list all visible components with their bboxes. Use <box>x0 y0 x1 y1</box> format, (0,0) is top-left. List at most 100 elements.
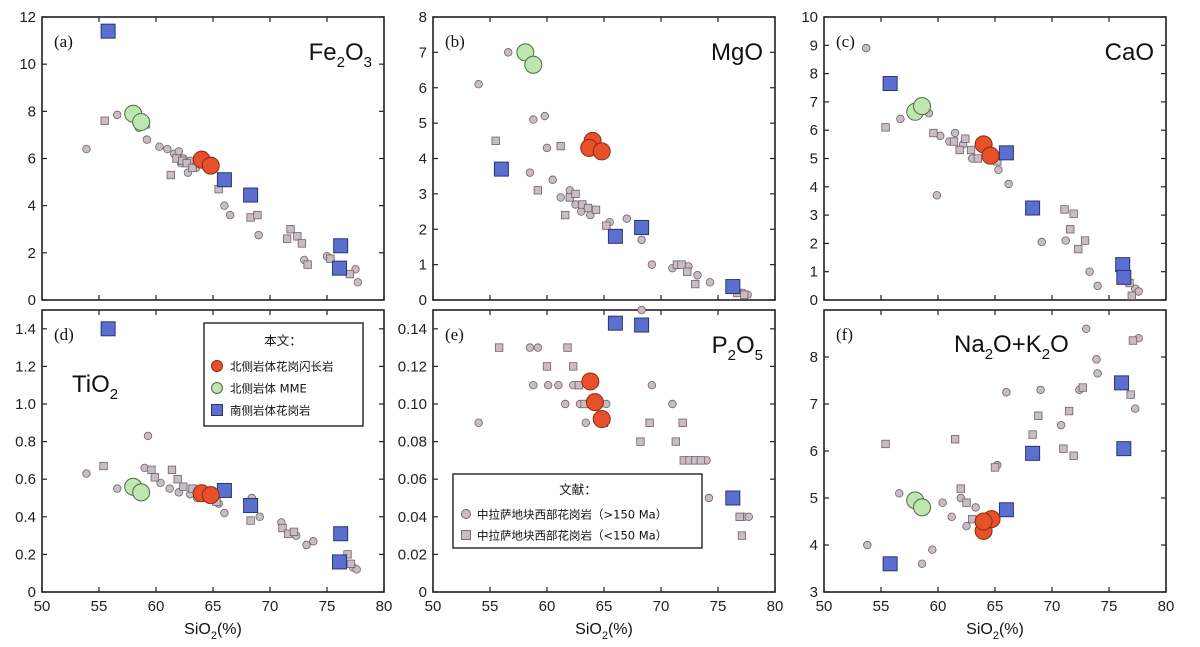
data-point-gray-square <box>1126 390 1135 399</box>
data-point-gray-circle <box>950 128 960 138</box>
x-axis-label: SiO2(%) <box>966 621 1024 642</box>
data-point-gray-circle <box>529 115 538 124</box>
data-point-gray-circle <box>554 381 563 390</box>
data-point-gray-circle <box>1037 237 1046 247</box>
data-point-gray-square <box>297 239 307 248</box>
legend-title: 本文： <box>264 333 302 348</box>
data-point-gray-circle <box>571 200 580 209</box>
y-tick-label: 1 <box>419 257 427 274</box>
data-point-gray-circle <box>863 540 872 550</box>
data-point-gray-square <box>735 512 744 521</box>
y-tick-label: 4 <box>810 537 818 554</box>
data-point-blue-square <box>100 321 116 337</box>
data-point-blue-square <box>1025 200 1041 216</box>
data-point-blue-square <box>1025 445 1041 461</box>
y-tick-label: 3 <box>810 207 818 224</box>
y-tick-label: 12 <box>19 9 36 26</box>
data-point-gray-square <box>253 210 262 220</box>
data-point-green-circle <box>132 112 151 131</box>
data-point-gray-square <box>583 203 593 213</box>
data-point-gray-square <box>167 465 177 474</box>
data-point-gray-square <box>569 362 578 371</box>
data-point-red-circle <box>581 372 600 391</box>
panel-label: (d) <box>54 325 74 344</box>
data-point-gray-circle <box>525 168 535 177</box>
data-point-red-circle <box>592 142 611 161</box>
y-tick-label: 0.6 <box>15 471 36 488</box>
y-tick-label: 7 <box>810 396 818 413</box>
data-point-gray-circle <box>705 278 715 287</box>
y-tick-label: 2 <box>810 235 818 252</box>
data-point-gray-circle <box>1036 385 1045 395</box>
data-point-blue-square <box>332 554 348 570</box>
data-point-gray-square <box>1128 336 1138 345</box>
y-tick-label: 9 <box>810 37 818 54</box>
data-point-gray-square <box>173 475 182 484</box>
data-point-gray-square <box>100 116 109 125</box>
data-point-gray-square <box>561 210 570 220</box>
data-point-gray-square <box>740 290 749 299</box>
legend-box <box>452 473 703 549</box>
data-point-blue-square <box>607 315 623 331</box>
data-point-gray-square <box>949 137 959 146</box>
data-point-blue-square <box>243 498 259 514</box>
x-tick-label: 65 <box>987 598 1004 615</box>
data-point-blue-square <box>243 187 259 203</box>
y-tick-label: 7 <box>810 94 818 111</box>
y-tick-label: 0 <box>419 584 427 601</box>
y-tick-label: 10 <box>801 9 818 26</box>
panel-label: (c) <box>836 32 855 51</box>
x-tick-label: 75 <box>710 598 727 615</box>
data-point-blue-square <box>634 317 650 333</box>
data-point-gray-circle <box>556 193 565 202</box>
data-point-green-circle <box>913 97 932 116</box>
data-point-gray-square <box>1064 406 1074 416</box>
x-axis-label: SiO2(%) <box>575 621 633 642</box>
data-point-gray-circle <box>113 484 122 493</box>
data-point-gray-circle <box>971 503 980 512</box>
data-point-gray-circle <box>936 131 945 141</box>
data-point-gray-square <box>956 484 965 493</box>
data-point-gray-square <box>691 279 700 289</box>
x-tick-label: 50 <box>816 598 833 615</box>
y-tick-label: 8 <box>419 9 427 26</box>
x-tick-label: 75 <box>319 598 336 615</box>
data-point-gray-square <box>1034 411 1043 420</box>
data-point-blue-square <box>998 145 1014 161</box>
data-point-gray-square <box>293 232 302 241</box>
data-point-red-circle <box>592 410 611 429</box>
data-point-gray-circle <box>1092 355 1101 364</box>
data-point-gray-square <box>345 269 354 279</box>
data-point-blue-square <box>882 76 898 92</box>
x-tick-label: 50 <box>34 598 51 615</box>
x-axis-label: SiO2(%) <box>184 621 242 642</box>
data-point-red-circle <box>585 393 604 412</box>
data-point-gray-circle <box>647 381 657 390</box>
data-point-gray-circle <box>220 201 229 210</box>
y-tick-label: 6 <box>419 80 427 97</box>
data-point-gray-square <box>602 221 611 230</box>
data-point-gray-square <box>881 439 890 449</box>
data-point-blue-square <box>1114 375 1130 391</box>
y-tick-label: 0.14 <box>398 321 427 338</box>
y-tick-label: 8 <box>810 349 818 366</box>
y-tick-label: 0.02 <box>398 546 427 563</box>
x-tick-label: 60 <box>539 598 556 615</box>
data-point-gray-circle <box>896 114 905 124</box>
data-point-gray-square <box>563 343 572 352</box>
data-point-gray-circle <box>113 110 122 120</box>
x-tick-label: 70 <box>1044 598 1061 615</box>
data-point-gray-circle <box>962 522 971 531</box>
data-point-gray-circle <box>525 343 535 352</box>
y-tick-label: 4 <box>419 151 427 168</box>
element-title: CaO <box>1105 39 1154 66</box>
data-point-blue-square <box>634 219 650 235</box>
y-tick-label: 0.8 <box>15 434 36 451</box>
y-tick-label: 10 <box>19 56 36 73</box>
data-point-gray-square <box>246 213 255 222</box>
data-point-gray-circle <box>529 381 538 390</box>
data-point-gray-square <box>1028 430 1037 439</box>
data-point-gray-circle <box>163 144 172 154</box>
